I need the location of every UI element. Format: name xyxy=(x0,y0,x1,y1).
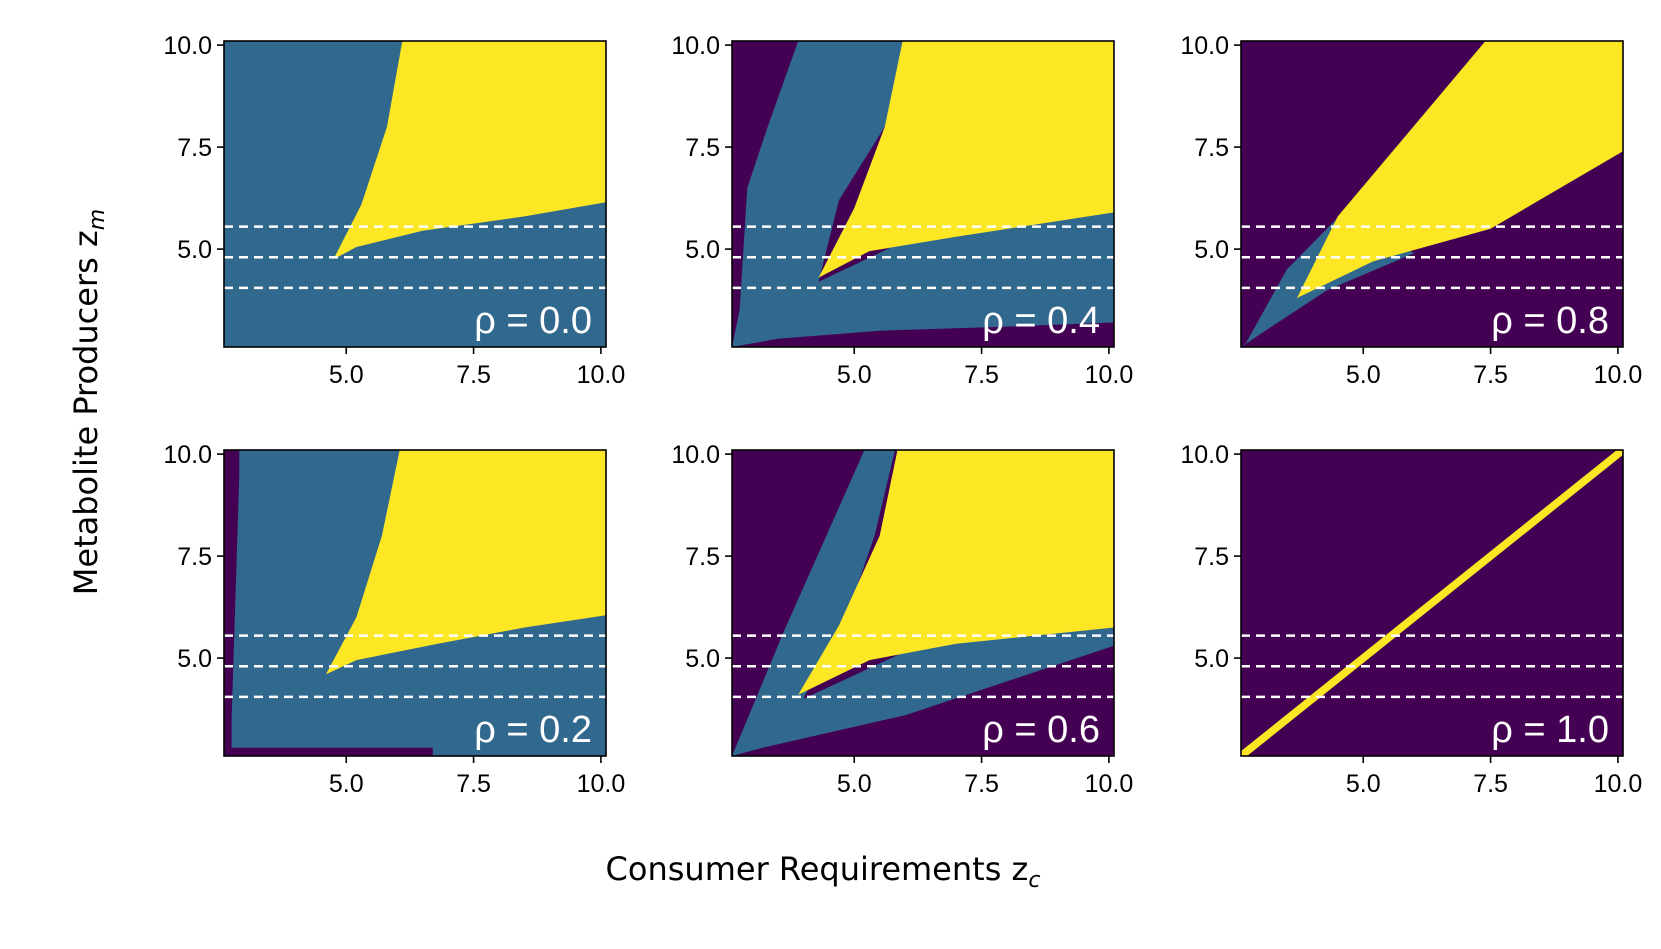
region-yellow xyxy=(798,450,1114,695)
x-axis-title: Consumer Requirements zc xyxy=(606,850,1041,893)
rho-label: ρ = 0.2 xyxy=(474,709,592,751)
y-tick-label: 7.5 xyxy=(177,543,212,571)
y-tick-label: 7.5 xyxy=(177,134,212,162)
x-tick-label: 5.0 xyxy=(329,770,364,798)
y-tick-label: 5.0 xyxy=(177,236,212,264)
rho-label: ρ = 1.0 xyxy=(1491,709,1609,751)
y-tick-label: 7.5 xyxy=(1194,543,1229,571)
heatmap-regions xyxy=(732,41,1114,347)
y-tick-label: 7.5 xyxy=(685,134,720,162)
region-yellow xyxy=(333,41,606,260)
x-tick-label: 10.0 xyxy=(1594,770,1643,798)
x-axis-title-text: Consumer Requirements z xyxy=(606,850,1029,888)
region-yellow xyxy=(325,450,606,675)
heatmap-regions xyxy=(1241,41,1623,347)
y-axis-title-subscript: m xyxy=(85,209,110,230)
region-yellow xyxy=(818,41,1114,278)
panel-rho-0-6: 5.0 7.5 10.0 5.0 7.5 10.0 ρ = 0.6 xyxy=(671,441,1133,798)
panel-grid: 5.0 7.5 10.05.07.510.0ρ = 0.05.0 7.5 10.05.0… xyxy=(163,32,1642,798)
x-tick-label: 7.5 xyxy=(456,361,491,389)
y-axis-title-text: Metabolite Producers z xyxy=(67,230,105,595)
plot-frame xyxy=(223,40,607,348)
y-tick-label: 5.0 xyxy=(1194,236,1229,264)
y-tick-label: 5.0 xyxy=(177,645,212,673)
panel-rho-0-8: 5.0 7.5 10.0 5.0 7.5 10.0 ρ = 0.8 xyxy=(1180,32,1642,389)
panel-rho-0: 5.0 7.5 10.0 5.0 7.5 10.0 ρ = 0.0 xyxy=(163,32,625,389)
y-tick-label: 5.0 xyxy=(685,236,720,264)
plot-frame xyxy=(731,449,1115,757)
panel-rho-1: 5.0 7.5 10.0 5.0 7.5 10.0 ρ = 1.0 xyxy=(1180,441,1642,798)
heatmap-regions xyxy=(224,450,606,756)
x-tick-label: 7.5 xyxy=(964,770,999,798)
rho-label: ρ = 0.0 xyxy=(474,300,592,342)
panel-rho-0-2: 5.0 7.5 10.0 5.0 7.5 10.0 ρ = 0.2 xyxy=(163,441,625,798)
x-tick-label: 5.0 xyxy=(1346,361,1381,389)
y-tick-label: 5.0 xyxy=(685,645,720,673)
y-tick-label: 10.0 xyxy=(1180,32,1229,60)
y-tick-label: 7.5 xyxy=(685,543,720,571)
x-tick-label: 5.0 xyxy=(837,361,872,389)
rho-label: ρ = 0.4 xyxy=(982,300,1100,342)
y-tick-label: 10.0 xyxy=(163,441,212,469)
x-tick-label: 7.5 xyxy=(1473,361,1508,389)
x-tick-label: 7.5 xyxy=(1473,770,1508,798)
x-tick-label: 10.0 xyxy=(1594,361,1643,389)
y-tick-label: 10.0 xyxy=(671,32,720,60)
plot-frame xyxy=(1240,40,1624,348)
plot-frame xyxy=(223,449,607,757)
x-tick-label: 10.0 xyxy=(577,770,626,798)
y-tick-label: 10.0 xyxy=(163,32,212,60)
y-tick-label: 5.0 xyxy=(1194,645,1229,673)
x-tick-label: 10.0 xyxy=(1085,770,1134,798)
panel-rho-0-4: 5.0 7.5 10.0 5.0 7.5 10.0 ρ = 0.4 xyxy=(671,32,1133,389)
heatmap-regions xyxy=(732,450,1114,756)
x-tick-label: 5.0 xyxy=(837,770,872,798)
x-tick-label: 5.0 xyxy=(1346,770,1381,798)
x-tick-label: 10.0 xyxy=(1085,361,1134,389)
plot-frame xyxy=(731,40,1115,348)
y-tick-label: 7.5 xyxy=(1194,134,1229,162)
plot-frame xyxy=(1240,449,1624,757)
y-tick-label: 10.0 xyxy=(1180,441,1229,469)
rho-label: ρ = 0.6 xyxy=(982,709,1100,751)
region-teal xyxy=(732,41,1114,347)
x-tick-label: 7.5 xyxy=(964,361,999,389)
rho-label: ρ = 0.8 xyxy=(1491,300,1609,342)
x-axis-title-subscript: c xyxy=(1028,868,1040,893)
region-teal xyxy=(732,450,1114,756)
y-tick-label: 10.0 xyxy=(671,441,720,469)
x-tick-label: 10.0 xyxy=(577,361,626,389)
y-axis-title: Metabolite Producers zm xyxy=(67,209,110,595)
x-tick-label: 7.5 xyxy=(456,770,491,798)
x-tick-label: 5.0 xyxy=(329,361,364,389)
region-yellow xyxy=(1241,450,1623,756)
region-yellow xyxy=(1297,41,1623,298)
heatmap-regions xyxy=(1241,450,1623,756)
heatmap-regions xyxy=(224,41,606,347)
